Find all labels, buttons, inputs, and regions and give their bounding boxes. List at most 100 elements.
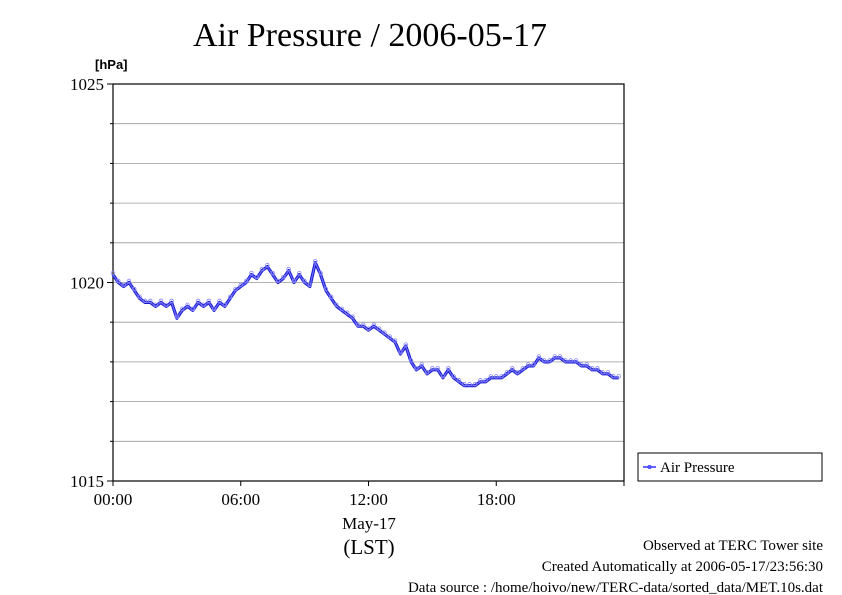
data-point <box>291 278 297 284</box>
data-point <box>302 278 307 284</box>
data-point <box>211 306 217 311</box>
data-point <box>424 370 430 375</box>
x-axis: 00:00 06:00 12:00 18:00 <box>94 481 625 509</box>
legend-marker <box>647 464 652 469</box>
data-point <box>249 270 254 276</box>
data-point <box>238 282 243 288</box>
data-point <box>589 366 595 371</box>
x-tick-label: 18:00 <box>477 490 516 509</box>
data-point <box>547 358 552 363</box>
x-tick-label: 06:00 <box>221 490 260 509</box>
data-point <box>195 298 201 304</box>
legend-entry-air-pressure: Air Pressure <box>660 460 735 476</box>
data-point <box>541 358 547 363</box>
data-point <box>403 342 408 347</box>
data-point <box>329 294 334 300</box>
data-point <box>499 374 504 379</box>
data-point <box>552 354 558 359</box>
data-point <box>408 358 414 363</box>
data-point <box>174 314 180 319</box>
data-point <box>169 298 174 304</box>
data-point <box>201 302 206 308</box>
data-point <box>398 350 403 355</box>
data-point <box>137 294 142 300</box>
data-point <box>430 366 435 371</box>
data-point <box>281 274 286 280</box>
data-point <box>227 294 233 300</box>
data-point <box>600 370 605 375</box>
data-point <box>456 378 462 383</box>
data-point <box>132 286 137 292</box>
data-point <box>142 298 148 304</box>
data-point <box>121 282 126 288</box>
data-point <box>440 374 446 379</box>
data-point <box>222 302 227 308</box>
series-line-highlight <box>112 262 619 387</box>
data-point <box>510 366 515 371</box>
data-point <box>297 270 302 276</box>
series-air-pressure <box>110 258 621 388</box>
footer-observed-site: Observed at TERC Tower site <box>643 538 823 554</box>
data-point <box>153 302 158 308</box>
data-point <box>360 322 366 327</box>
y-axis: 1025 1020 1015 <box>70 75 113 491</box>
data-point <box>419 362 424 367</box>
data-point <box>595 366 600 371</box>
data-point <box>350 314 355 319</box>
grid-lines <box>113 123 624 442</box>
data-point <box>126 278 132 284</box>
data-point <box>504 370 510 375</box>
data-point <box>286 266 291 272</box>
data-point <box>265 262 270 268</box>
data-point <box>536 354 542 359</box>
x-axis-label: (LST) <box>343 535 394 559</box>
data-point <box>313 258 318 264</box>
data-point <box>339 306 345 311</box>
data-point <box>573 358 579 363</box>
data-point <box>579 362 584 367</box>
chart-title: Air Pressure / 2006-05-17 <box>193 17 547 54</box>
data-point <box>206 298 212 304</box>
data-point <box>563 358 568 363</box>
data-point <box>254 274 259 280</box>
data-point <box>520 366 526 371</box>
data-point <box>568 358 573 363</box>
data-point <box>158 298 164 304</box>
series-line-air-pressure <box>111 261 619 388</box>
data-point <box>110 270 116 276</box>
data-point <box>387 334 392 339</box>
y-tick-label: 1025 <box>70 75 104 94</box>
data-point <box>531 362 536 367</box>
data-point <box>472 382 478 387</box>
data-point <box>414 366 419 371</box>
data-point <box>616 374 621 379</box>
data-point <box>462 382 467 387</box>
data-point <box>446 366 451 371</box>
y-axis-unit-label: [hPa] <box>95 57 128 72</box>
x-tick-label: 12:00 <box>349 490 388 509</box>
data-point <box>611 374 616 379</box>
data-point <box>190 306 196 311</box>
data-point <box>116 278 121 284</box>
data-point <box>217 298 222 304</box>
data-point <box>179 306 185 311</box>
x-axis-date-label: May-17 <box>342 514 396 533</box>
data-point <box>233 286 238 292</box>
data-point <box>392 338 398 343</box>
data-point <box>366 326 371 331</box>
data-point <box>334 302 339 308</box>
data-point <box>259 266 265 272</box>
data-point <box>467 382 472 387</box>
data-point <box>164 302 169 308</box>
data-point <box>371 322 377 327</box>
data-point <box>478 378 483 383</box>
data-point <box>323 286 329 292</box>
y-tick-label: 1020 <box>70 274 104 293</box>
data-point <box>557 354 563 359</box>
data-point <box>515 370 520 375</box>
footer-created-timestamp: Created Automatically at 2006-05-17/23:5… <box>542 559 823 575</box>
data-point <box>243 278 249 284</box>
data-point <box>355 322 361 327</box>
data-point <box>525 362 531 367</box>
